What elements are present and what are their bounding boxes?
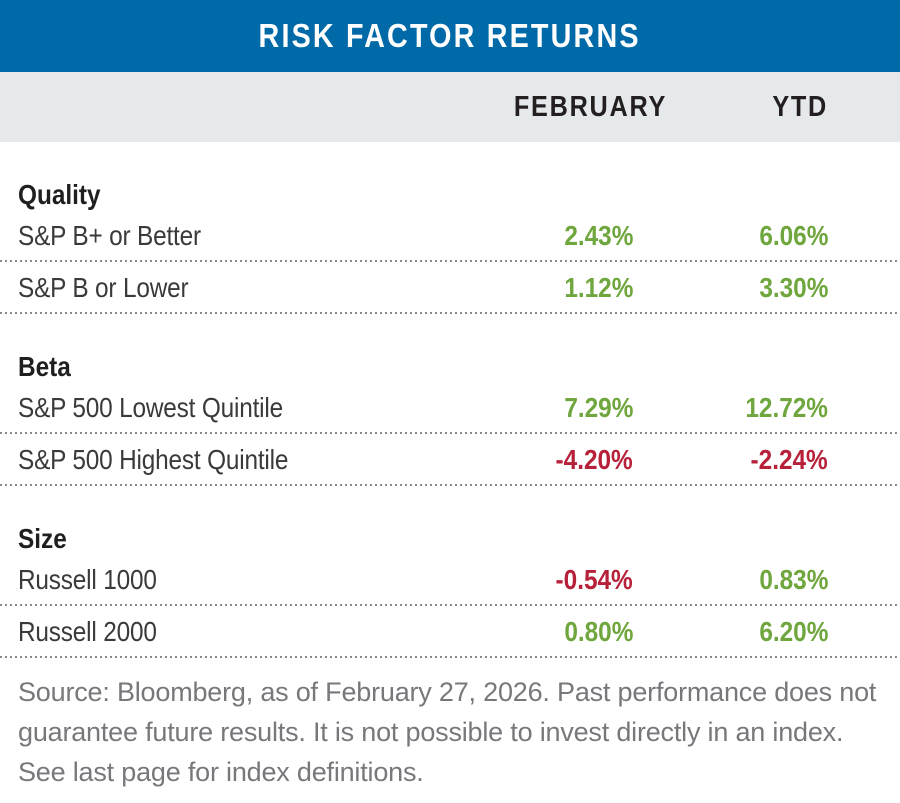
row-label: Russell 2000 (18, 616, 157, 647)
table-row: Russell 2000 0.80% 6.20% (0, 606, 900, 658)
section-beta: Beta S&P 500 Lowest Quintile 7.29% 12.72… (0, 352, 900, 486)
row-label: S&P 500 Lowest Quintile (18, 392, 284, 423)
value-february: 2.43% (563, 220, 633, 251)
section-quality: Quality S&P B+ or Better 2.43% 6.06% S&P… (0, 180, 900, 314)
column-header-ytd: YTD (772, 90, 828, 123)
value-ytd: 6.20% (758, 616, 828, 647)
value-february: 0.80% (563, 616, 633, 647)
section-size: Size Russell 1000 -0.54% 0.83% Russell 2… (0, 524, 900, 658)
table-row: Russell 1000 -0.54% 0.83% (0, 554, 900, 606)
table-title: RISK FACTOR RETURNS (258, 17, 642, 54)
row-label: S&P 500 Highest Quintile (18, 444, 289, 475)
source-note: Source: Bloomberg, as of February 27, 20… (18, 677, 877, 787)
section-heading: Beta (18, 351, 71, 382)
table-row: S&P 500 Highest Quintile -4.20% -2.24% (0, 434, 900, 486)
value-february: -0.54% (555, 564, 633, 595)
column-header-february: FEBRUARY (513, 90, 667, 123)
section-heading: Size (18, 523, 67, 554)
section-heading: Quality (18, 179, 101, 210)
value-ytd: 12.72% (745, 392, 828, 423)
row-label: Russell 1000 (18, 564, 157, 595)
value-ytd: 0.83% (758, 564, 828, 595)
value-february: 7.29% (563, 392, 633, 423)
table-row: S&P 500 Lowest Quintile 7.29% 12.72% (0, 382, 900, 434)
table-row: S&P B+ or Better 2.43% 6.06% (0, 210, 900, 262)
value-february: -4.20% (555, 444, 633, 475)
title-banner: RISK FACTOR RETURNS (0, 0, 900, 72)
column-header-band: FEBRUARY YTD (0, 72, 900, 142)
value-ytd: 6.06% (758, 220, 828, 251)
value-ytd: 3.30% (758, 272, 828, 303)
row-label: S&P B+ or Better (18, 220, 201, 251)
table-row: S&P B or Lower 1.12% 3.30% (0, 262, 900, 314)
row-label: S&P B or Lower (18, 272, 189, 303)
value-ytd: -2.24% (750, 444, 828, 475)
value-february: 1.12% (563, 272, 633, 303)
